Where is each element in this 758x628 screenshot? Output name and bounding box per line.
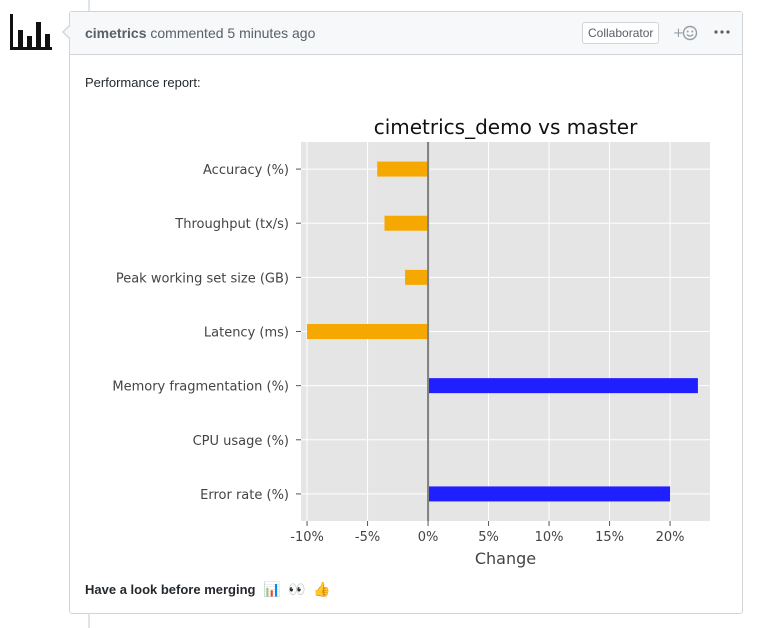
performance-chart: -10% -5% 0% 5% 10% 15% 20% Accuracy (%) Throughp… [112,115,710,568]
x-tick-label: 15% [595,530,624,545]
bar [428,378,698,394]
chart-title: cimetrics_demo vs master [374,115,638,139]
comment-outro: Have a look before merging 📊 👀 👍 [85,581,331,598]
comment-action-text[interactable]: commented 5 minutes ago [150,25,316,41]
add-reaction-button[interactable]: + [673,24,703,42]
y-tick-label: Throughput (tx/s) [174,217,289,232]
x-tick-label: 5% [478,530,499,545]
avatar-axis-icon [10,14,13,50]
y-tick-label: Accuracy (%) [203,163,289,178]
collaborator-badge: Collaborator [582,22,660,44]
kebab-icon [714,30,730,34]
eyes-emoji-icon: 👀 [288,581,306,597]
bar-chart-emoji-icon: 📊 [263,581,281,597]
bar [377,161,429,177]
smiley-icon [682,25,698,41]
bar [405,269,429,285]
cimetrics-avatar[interactable] [8,12,54,54]
x-tick-label: -10% [290,530,324,545]
more-options-button[interactable] [711,21,733,43]
thumbs-up-emoji-icon: 👍 [313,581,331,597]
comment-meta: cimetrics commented 5 minutes ago [85,25,315,41]
x-tick-label: -5% [355,530,380,545]
y-tick-label: Error rate (%) [200,488,289,503]
comment-box: cimetrics commented 5 minutes ago Collab… [62,11,743,614]
outro-text: Have a look before merging [85,582,256,597]
x-tick-label: 0% [418,530,439,545]
author-link[interactable]: cimetrics [85,25,147,41]
y-tick-label: Memory fragmentation (%) [112,380,289,395]
plus-icon: + [673,26,684,41]
y-tick-label: Peak working set size (GB) [116,271,289,286]
x-tick-label: 10% [535,530,564,545]
x-axis-label: Change [475,549,536,568]
bar [307,324,429,339]
y-tick-label: CPU usage (%) [193,434,289,449]
bar [428,486,671,502]
comment-header: cimetrics commented 5 minutes ago Collab… [70,12,742,55]
y-tick-label: Latency (ms) [204,326,289,341]
x-tick-label: 20% [656,530,685,545]
comment-intro: Performance report: [85,75,201,90]
bar [384,215,429,231]
